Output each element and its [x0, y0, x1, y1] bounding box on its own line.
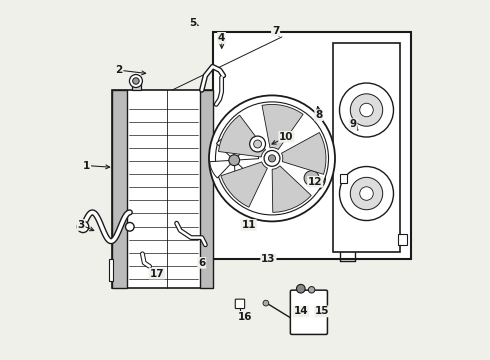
Circle shape [296, 284, 305, 293]
FancyBboxPatch shape [235, 299, 245, 309]
Bar [109, 259, 113, 281]
Text: 5: 5 [189, 18, 196, 28]
Bar [213, 32, 411, 259]
Circle shape [340, 83, 393, 137]
Bar [333, 43, 400, 252]
Circle shape [229, 155, 240, 166]
Text: 3: 3 [77, 220, 85, 230]
Polygon shape [237, 143, 259, 160]
Text: 8: 8 [315, 110, 322, 120]
Text: 11: 11 [242, 220, 256, 230]
Text: 15: 15 [315, 306, 330, 316]
Polygon shape [221, 162, 268, 207]
Circle shape [263, 300, 269, 306]
Text: 13: 13 [261, 254, 276, 264]
Polygon shape [262, 104, 303, 149]
Circle shape [308, 287, 315, 293]
Polygon shape [217, 136, 234, 157]
Circle shape [350, 177, 383, 210]
Circle shape [129, 75, 143, 87]
Circle shape [77, 221, 89, 233]
Circle shape [340, 167, 393, 221]
Circle shape [133, 78, 139, 84]
Circle shape [304, 171, 319, 186]
Polygon shape [219, 115, 266, 157]
Text: 1: 1 [83, 161, 90, 171]
Circle shape [250, 136, 266, 152]
Bar [112, 90, 127, 288]
Text: 10: 10 [279, 132, 294, 142]
Circle shape [216, 102, 328, 215]
Bar [200, 90, 213, 288]
Polygon shape [235, 163, 252, 185]
FancyBboxPatch shape [340, 174, 347, 183]
Circle shape [254, 140, 262, 148]
Circle shape [264, 150, 280, 166]
Polygon shape [281, 132, 326, 174]
FancyBboxPatch shape [291, 290, 327, 334]
Text: 4: 4 [218, 33, 225, 43]
Circle shape [269, 155, 275, 162]
Text: 2: 2 [115, 65, 122, 75]
Circle shape [350, 94, 383, 126]
FancyBboxPatch shape [398, 234, 407, 245]
Circle shape [209, 95, 335, 221]
Text: 14: 14 [294, 306, 308, 316]
Text: 7: 7 [272, 26, 279, 36]
Circle shape [360, 187, 373, 200]
Polygon shape [272, 166, 311, 212]
Text: 12: 12 [308, 177, 322, 187]
Text: 16: 16 [238, 312, 252, 322]
Circle shape [360, 103, 373, 117]
Bar [132, 81, 141, 90]
Bar [112, 90, 213, 288]
Text: 17: 17 [149, 269, 164, 279]
Circle shape [298, 165, 325, 192]
Polygon shape [210, 161, 231, 178]
Text: 9: 9 [349, 119, 357, 129]
Circle shape [125, 222, 134, 231]
Text: 6: 6 [198, 258, 205, 268]
